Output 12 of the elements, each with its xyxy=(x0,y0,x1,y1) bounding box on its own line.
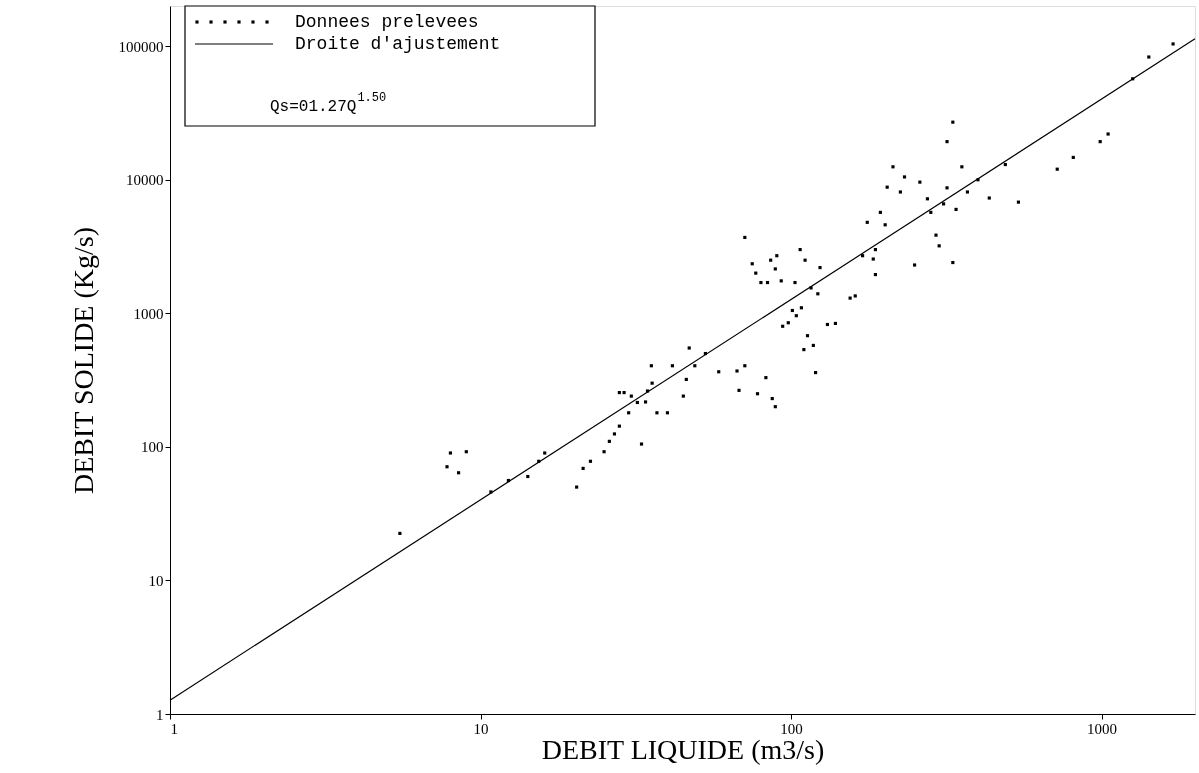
legend-label: Droite d'ajustement xyxy=(295,34,501,54)
x-tick-label: 10 xyxy=(473,720,489,737)
y-tick-label: 10000 xyxy=(126,172,164,189)
y-tick-label: 100000 xyxy=(118,38,164,55)
y-tick-label: 1000 xyxy=(133,305,164,322)
y-axis-title: DEBIT SOLIDE (Kg/s) xyxy=(67,226,99,495)
y-tick-label: 10 xyxy=(148,572,164,589)
y-tick-label: 1 xyxy=(156,706,164,723)
x-tick-label: 1 xyxy=(170,720,178,737)
y-tick-label: 100 xyxy=(141,439,164,456)
legend-label: Donnees prelevees xyxy=(295,12,479,32)
x-tick-label: 1000 xyxy=(1087,720,1118,737)
